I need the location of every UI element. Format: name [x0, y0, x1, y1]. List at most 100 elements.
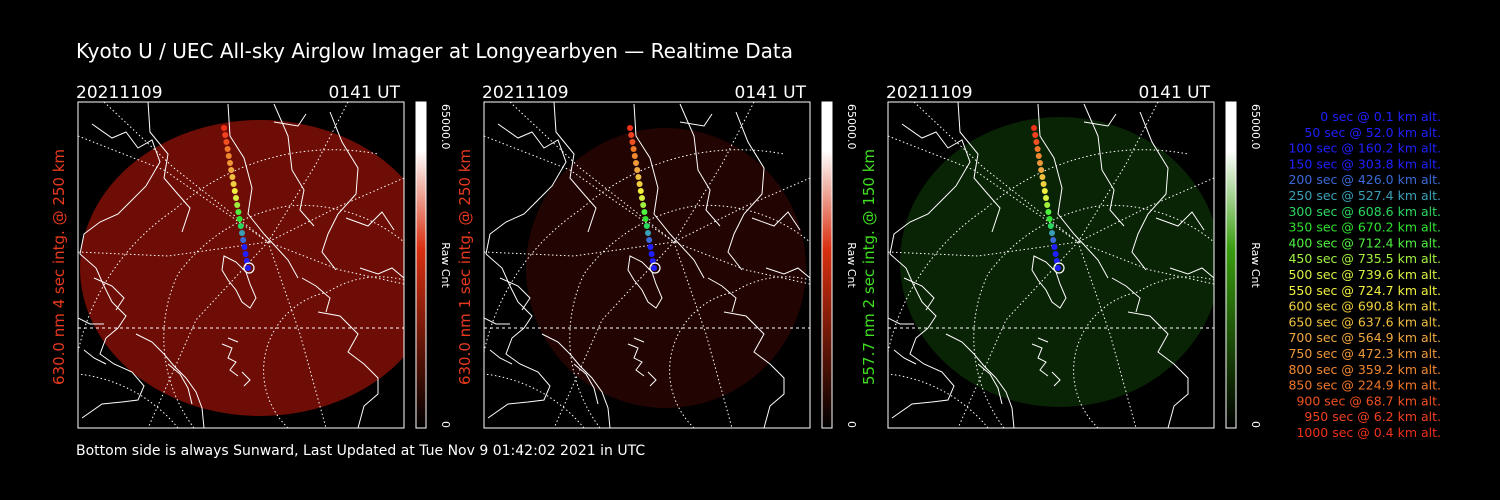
- figure-title: Kyoto U / UEC All-sky Airglow Imager at …: [76, 39, 793, 63]
- trajectory-point: [627, 125, 633, 131]
- trajectory-point: [630, 146, 637, 152]
- trajectory-legend-item: 700 sec @ 564.9 km alt.: [1288, 330, 1441, 345]
- colorbar-min: 0: [439, 421, 452, 428]
- launch-site-marker: [649, 262, 661, 274]
- trajectory-legend-item: 50 sec @ 52.0 km alt.: [1304, 125, 1441, 140]
- trajectory-legend-item: 600 sec @ 690.8 km alt.: [1288, 299, 1441, 314]
- trajectory-point: [1037, 160, 1043, 166]
- trajectory-point: [635, 174, 642, 180]
- trajectory-point: [1044, 202, 1051, 208]
- trajectory-point: [1040, 181, 1047, 187]
- trajectory-point: [639, 195, 645, 201]
- trajectory-point: [240, 237, 247, 243]
- rocket-trajectory: [627, 125, 661, 274]
- all-sky-map: [483, 101, 811, 429]
- trajectory-point: [646, 237, 653, 243]
- footer-update-note: Bottom side is always Sunward, Last Upda…: [76, 443, 645, 459]
- trajectory-point: [1045, 209, 1052, 215]
- trajectory-point: [242, 251, 249, 257]
- launch-site-marker: [243, 262, 255, 274]
- trajectory-point: [645, 230, 651, 236]
- all-sky-map: [77, 101, 405, 429]
- trajectory-point: [237, 223, 244, 229]
- rocket-trajectory: [1031, 125, 1065, 274]
- trajectory-legend-item: 350 sec @ 670.2 km alt.: [1288, 220, 1441, 235]
- trajectory-point: [1049, 230, 1055, 236]
- trajectory-point: [221, 125, 227, 131]
- trajectory-point: [1038, 167, 1045, 173]
- trajectory-point: [1031, 125, 1037, 131]
- colorbar-unit-label: Raw Cnt: [845, 242, 858, 288]
- colorbar: [1225, 101, 1237, 429]
- trajectory-point: [1035, 153, 1042, 159]
- trajectory-point: [637, 188, 644, 194]
- trajectory-point: [234, 202, 241, 208]
- trajectory-legend-item: 950 sec @ 6.2 km alt.: [1304, 409, 1441, 424]
- trajectory-point: [651, 265, 657, 271]
- map-frame: [483, 101, 811, 429]
- trajectory-point: [636, 181, 643, 187]
- airglow-panel: 20211109 0141 UT 630.0 nm 4 sec intg. @ 25…: [50, 83, 452, 429]
- airglow-image-field: [526, 128, 806, 408]
- trajectory-point: [1032, 132, 1039, 138]
- trajectory-legend-item: 850 sec @ 224.9 km alt.: [1288, 378, 1441, 393]
- all-sky-map: [887, 101, 1215, 429]
- trajectory-point: [231, 188, 238, 194]
- panel-wavelength-label: 630.0 nm 4 sec intg. @ 250 km: [50, 149, 68, 385]
- colorbar-max: 65000.0: [439, 104, 452, 150]
- trajectory-point: [1043, 195, 1049, 201]
- trajectory-point: [647, 244, 654, 250]
- trajectory-point: [223, 139, 230, 145]
- trajectory-legend-item: 1000 sec @ 0.4 km alt.: [1296, 425, 1441, 440]
- panel-time: 0141 UT: [1139, 83, 1211, 103]
- panel-date: 20211109: [76, 83, 163, 103]
- panel-date: 20211109: [886, 83, 973, 103]
- trajectory-point: [245, 265, 251, 271]
- map-frame: [77, 101, 405, 429]
- launch-site-marker: [1053, 262, 1065, 274]
- panel-wavelength-label: 557.7 nm 2 sec intg. @ 150 km: [860, 149, 878, 385]
- trajectory-legend-item: 500 sec @ 739.6 km alt.: [1288, 267, 1441, 282]
- trajectory-point: [227, 160, 233, 166]
- airglow-panel: 20211109 0141 UT 630.0 nm 1 sec intg. @ 25…: [456, 83, 858, 429]
- trajectory-legend-item: 450 sec @ 735.5 km alt.: [1288, 251, 1441, 266]
- trajectory-point: [1047, 223, 1054, 229]
- trajectory-legend-item: 550 sec @ 724.7 km alt.: [1288, 283, 1441, 298]
- trajectory-legend-item: 250 sec @ 527.4 km alt.: [1288, 188, 1441, 203]
- trajectory-point: [1033, 139, 1040, 145]
- trajectory-legend-item: 0 sec @ 0.1 km alt.: [1320, 109, 1441, 124]
- trajectory-point: [1051, 244, 1058, 250]
- airglow-image-field: [80, 120, 404, 416]
- trajectory-point: [1050, 237, 1057, 243]
- trajectory-point: [642, 216, 649, 222]
- trajectory-point: [1046, 216, 1053, 222]
- colorbar: [821, 101, 833, 429]
- trajectory-legend: 0 sec @ 0.1 km alt.50 sec @ 52.0 km alt.…: [1288, 109, 1441, 440]
- trajectory-point: [1034, 146, 1041, 152]
- trajectory-point: [633, 160, 639, 166]
- trajectory-point: [229, 174, 236, 180]
- trajectory-point: [230, 181, 237, 187]
- airglow-image-field: [900, 117, 1214, 407]
- trajectory-legend-item: 400 sec @ 712.4 km alt.: [1288, 235, 1441, 250]
- trajectory-point: [634, 167, 641, 173]
- colorbar-unit-label: Raw Cnt: [1249, 242, 1262, 288]
- trajectory-legend-item: 900 sec @ 68.7 km alt.: [1296, 393, 1441, 408]
- trajectory-point: [629, 139, 636, 145]
- trajectory-point: [628, 132, 635, 138]
- colorbar-max: 65000.0: [845, 104, 858, 150]
- panel-time: 0141 UT: [735, 83, 807, 103]
- trajectory-legend-item: 300 sec @ 608.6 km alt.: [1288, 204, 1441, 219]
- trajectory-point: [648, 251, 655, 257]
- trajectory-legend-item: 650 sec @ 637.6 km alt.: [1288, 314, 1441, 329]
- trajectory-point: [224, 146, 231, 152]
- trajectory-point: [641, 209, 648, 215]
- trajectory-point: [239, 230, 245, 236]
- airglow-panel: 20211109 0141 UT 557.7 nm 2 sec intg. @ 15…: [860, 83, 1262, 429]
- trajectory-point: [235, 209, 242, 215]
- panel-wavelength-label: 630.0 nm 1 sec intg. @ 250 km: [456, 149, 474, 385]
- trajectory-point: [1055, 265, 1061, 271]
- map-frame: [887, 101, 1215, 429]
- trajectory-legend-item: 100 sec @ 160.2 km alt.: [1288, 141, 1441, 156]
